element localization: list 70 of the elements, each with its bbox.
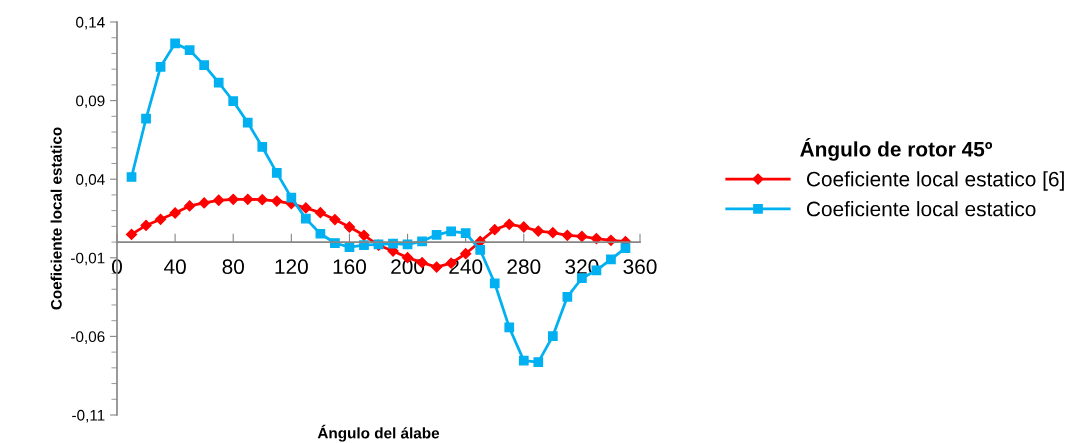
x-axis-title: Ángulo del álabe	[317, 424, 440, 442]
y-tick-label: -0,01	[71, 252, 105, 266]
point	[460, 248, 472, 260]
x-tick-label: 360	[623, 259, 657, 275]
point	[343, 221, 356, 233]
point	[547, 331, 558, 341]
point	[286, 192, 297, 203]
point	[184, 45, 195, 56]
point	[620, 243, 631, 253]
point	[125, 228, 138, 240]
point	[140, 219, 152, 232]
point	[577, 273, 587, 284]
point	[300, 213, 311, 224]
point	[562, 291, 573, 302]
point	[503, 218, 515, 230]
x-tick-label: 280	[507, 259, 541, 275]
point	[315, 228, 326, 239]
point	[228, 96, 239, 107]
x-tick-label: 120	[275, 259, 308, 275]
point	[489, 224, 501, 236]
point	[141, 113, 151, 124]
point	[242, 117, 253, 128]
legend-label: Coeficiente local estatico	[806, 201, 1036, 217]
point	[154, 213, 167, 225]
point	[257, 142, 268, 152]
x-tick-label: 0	[112, 259, 122, 275]
point	[358, 229, 370, 241]
point	[431, 229, 442, 240]
point	[475, 245, 486, 255]
point	[271, 168, 282, 178]
point	[460, 228, 471, 238]
point	[256, 194, 268, 206]
y-tick-label: 0,04	[76, 174, 105, 187]
point	[300, 202, 312, 214]
point	[431, 261, 443, 273]
point	[518, 221, 530, 233]
point	[329, 213, 341, 226]
point	[213, 77, 224, 88]
x-tick-label: 160	[333, 259, 367, 275]
point	[227, 193, 239, 205]
y-tick-label: -0,11	[72, 409, 105, 423]
point	[242, 193, 254, 205]
point	[518, 355, 529, 366]
point	[561, 229, 573, 241]
x-tick-label: 40	[164, 259, 186, 275]
point	[199, 60, 210, 71]
y-axis-title: Coeficiente local estatico	[50, 127, 62, 310]
point	[155, 61, 166, 72]
point	[533, 357, 544, 368]
point	[504, 322, 515, 333]
legend-title: Ángulo de rotor 45º	[800, 137, 993, 161]
y-tick-label: 0,14	[76, 16, 105, 30]
point	[489, 278, 500, 289]
point	[606, 254, 616, 265]
point	[532, 225, 544, 237]
point	[576, 230, 588, 243]
point	[184, 200, 196, 212]
y-tick-label: -0,06	[71, 331, 105, 344]
y-tick-label: 0,09	[76, 95, 105, 109]
x-tick-label: 80	[222, 259, 244, 275]
point	[126, 172, 137, 182]
point	[170, 38, 180, 49]
point	[213, 194, 225, 206]
point	[314, 207, 326, 219]
point	[198, 197, 210, 209]
point	[547, 227, 559, 239]
point	[271, 195, 283, 207]
legend-label: Coeficiente local estatico [6]	[806, 171, 1064, 191]
point	[169, 207, 181, 219]
point	[446, 226, 457, 237]
